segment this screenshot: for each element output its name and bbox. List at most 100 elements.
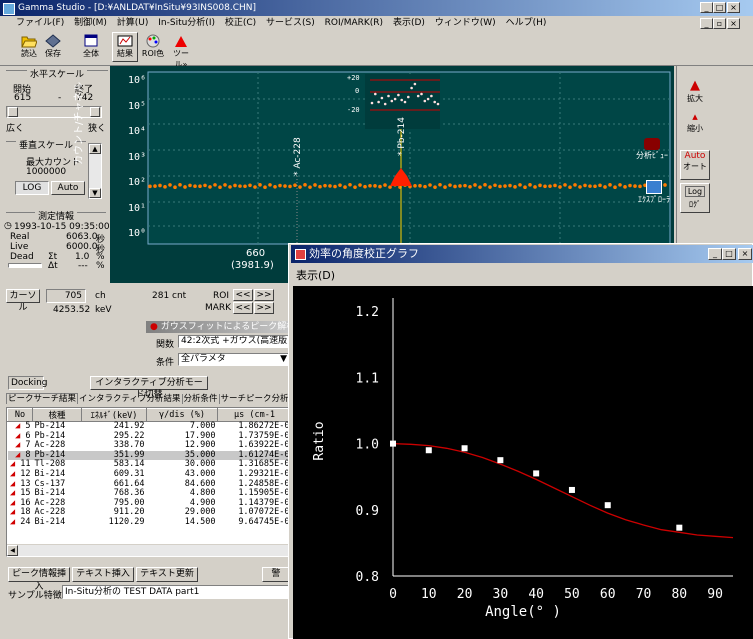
menu-bar: ファイル(F) 制御(M) 計算(U) In-Situ分析(I) 校正(C) サ… bbox=[0, 16, 753, 30]
graph-title-bar: 効率の角度校正グラフ bbox=[291, 245, 753, 263]
table-row[interactable]: ◢ 5 Pb-214 241.92 7.000 1.86272E-0 bbox=[8, 421, 291, 432]
col-nuclide[interactable]: 核種 bbox=[32, 408, 82, 422]
h-wide-label: 広く bbox=[6, 124, 25, 134]
menu-help[interactable]: ヘルプ(H) bbox=[505, 18, 547, 28]
auto-toggle[interactable]: Auto bbox=[51, 181, 85, 195]
table-row[interactable]: ◢ 8 Pb-214 351.99 35.000 1.61274E-0 bbox=[7, 449, 290, 461]
h-scale-slider[interactable] bbox=[6, 106, 102, 118]
row-no: ◢ 15 bbox=[10, 488, 31, 499]
row-energy: 795.00 bbox=[113, 497, 145, 508]
h-range-dash: - bbox=[58, 93, 62, 103]
menu-file[interactable]: ファイル(F) bbox=[16, 18, 65, 28]
explorer-button[interactable]: ｴｸｽﾌﾟﾛｰﾗ bbox=[632, 180, 676, 205]
menu-calibrate[interactable]: 校正(C) bbox=[224, 18, 257, 28]
dead-unit: % bbox=[96, 252, 105, 262]
table-row[interactable]: ◢ 18 Ac-228 911.20 29.000 1.07072E-0 bbox=[8, 507, 291, 518]
main-title-bar: Gamma Studio - [D:¥ANLDAT¥InSitu¥93INS00… bbox=[0, 0, 753, 16]
menu-insitu[interactable]: In-Situ分析(I) bbox=[158, 18, 215, 28]
sample-label: サンプル特徴 bbox=[8, 591, 62, 601]
table-row[interactable]: ◢ 15 Bi-214 768.36 4.800 1.15905E-0 bbox=[8, 488, 291, 499]
docking-button[interactable]: Docking bbox=[8, 376, 48, 390]
minimize-button[interactable]: _ bbox=[700, 2, 713, 13]
menu-window[interactable]: ウィンドウ(W) bbox=[434, 18, 496, 28]
whole-view-button[interactable]: 全体 bbox=[78, 33, 104, 63]
h-end-value: 742 bbox=[76, 93, 94, 103]
menu-roi-mark[interactable]: ROI/MARK(R) bbox=[324, 18, 384, 28]
row-nuclide: Ac-228 bbox=[34, 507, 66, 518]
col-energy[interactable]: ｴﾈﾙｷﾞ(keV) bbox=[81, 408, 147, 422]
row-no: ◢ 16 bbox=[10, 497, 31, 508]
graph-menu-view[interactable]: 表示(D) bbox=[296, 269, 336, 282]
roi-next-button[interactable]: >> bbox=[254, 289, 274, 301]
col-mu[interactable]: μs (cm-1 bbox=[217, 408, 290, 422]
menu-service[interactable]: サービス(S) bbox=[266, 18, 315, 28]
app-icon[interactable] bbox=[3, 3, 15, 15]
zoom-in-button[interactable]: ▲ 拡大 bbox=[678, 78, 712, 104]
table-row[interactable]: ◢ 13 Cs-137 661.64 84.600 1.24858E-0 bbox=[8, 478, 291, 490]
zoom-out-button[interactable]: ▴ 縮小 bbox=[678, 110, 712, 134]
row-mu: 1.61274E-0 bbox=[238, 449, 290, 460]
table-row[interactable]: ◢ 11 Tl-208 583.14 30.000 1.31685E-0 bbox=[8, 459, 291, 470]
maximize-button[interactable]: □ bbox=[713, 2, 726, 13]
tab-interactive[interactable]: インタラクティブ分析結果 bbox=[78, 394, 183, 404]
live-value: 6000.0 bbox=[66, 242, 98, 252]
col-no[interactable]: No bbox=[7, 408, 33, 422]
row-energy: 583.14 bbox=[113, 459, 145, 470]
warning-button[interactable]: 警 bbox=[262, 567, 290, 582]
mode-switch-button[interactable]: インタラクティブ分析モード切替 bbox=[90, 376, 208, 400]
update-text-button[interactable]: テキスト更新 bbox=[136, 567, 198, 582]
table-row[interactable]: ◢ 7 Ac-228 338.70 12.900 1.63922E-0 bbox=[8, 440, 291, 451]
insert-text-button[interactable]: テキスト挿入 bbox=[72, 567, 134, 582]
mark-next-button[interactable]: >> bbox=[254, 302, 274, 314]
tools-button[interactable]: ツール» bbox=[168, 33, 194, 69]
row-no: ◢ 12 bbox=[10, 468, 31, 479]
spectrum-chart[interactable] bbox=[110, 66, 674, 283]
graph-close-button[interactable]: × bbox=[738, 248, 752, 260]
log-toggle[interactable]: LOG bbox=[15, 181, 49, 195]
insert-peak-info-button[interactable]: ピーク情報挿入 bbox=[8, 567, 70, 592]
ratio-chart[interactable]: 0 10 20 30 40 50 60 70 80 90 1.2 1.1 1.0 0.9 0.8 Angle… bbox=[293, 286, 753, 639]
table-row[interactable]: ◢ 12 Bi-214 609.31 43.000 1.29321E-0 bbox=[8, 468, 291, 480]
child-close-button[interactable]: × bbox=[727, 18, 740, 29]
graph-minimize-button[interactable]: _ bbox=[708, 248, 722, 260]
real-unit: 秒 bbox=[96, 235, 106, 245]
graph-maximize-button[interactable]: □ bbox=[722, 248, 736, 260]
child-minimize-button[interactable]: _ bbox=[700, 18, 713, 29]
x-tick-label: 30 bbox=[493, 587, 509, 602]
log-button[interactable]: Log ﾛｸﾞ bbox=[680, 183, 710, 213]
load-button[interactable]: 読込 bbox=[16, 33, 42, 63]
analysis-view-button[interactable]: 分析ﾋﾞｭｰ bbox=[630, 138, 674, 161]
cursor-button[interactable]: カーソル bbox=[6, 289, 40, 313]
v-scale-scrollbar[interactable]: ▲ ▼ bbox=[88, 143, 102, 199]
func-field[interactable]: 42:2次式 +ガウス(高速版) bbox=[178, 335, 290, 348]
menu-calc[interactable]: 計算(U) bbox=[116, 18, 149, 28]
cond-select[interactable]: 全パラメタ ▼ bbox=[178, 353, 290, 366]
table-hscrollbar[interactable]: ◀ bbox=[7, 544, 290, 556]
child-maximize-button[interactable]: ▫ bbox=[713, 18, 726, 29]
table-row[interactable]: ◢ 16 Ac-228 795.00 4.900 1.14379E-0 bbox=[8, 497, 291, 509]
menu-control[interactable]: 制御(M) bbox=[74, 18, 107, 28]
tab-peak-search[interactable]: ピークサーチ結果 bbox=[6, 393, 79, 404]
auto-button[interactable]: Auto オート bbox=[680, 150, 710, 180]
tab-conditions[interactable]: 分析条件 bbox=[182, 394, 220, 404]
row-nuclide: Tl-208 bbox=[34, 459, 66, 470]
tab-search-peak[interactable]: サーチピーク分析結果 bbox=[220, 394, 291, 404]
spectrum-yticks: 10⁶ 10⁵ 10⁴ 10³ 10² 10¹ 10⁰ bbox=[128, 75, 147, 239]
table-row[interactable]: ◢ 6 Pb-214 295.22 17.900 1.73759E-0 bbox=[8, 431, 291, 442]
table-row[interactable]: ◢ 24 Bi-214 1120.29 14.500 9.64745E-0 bbox=[8, 516, 291, 528]
x-tick-label: 70 bbox=[636, 587, 652, 602]
menu-view[interactable]: 表示(D) bbox=[392, 18, 425, 28]
sample-field[interactable]: In-Situ分析の TEST DATA part1 bbox=[62, 585, 290, 599]
result-button[interactable]: 結果 bbox=[112, 32, 138, 62]
cursor-channel-field[interactable]: 705 bbox=[46, 289, 86, 303]
col-gamma[interactable]: γ/dis (%) bbox=[146, 408, 218, 422]
mark-prev-button[interactable]: << bbox=[233, 302, 253, 314]
roi-color-button[interactable]: ROI色 bbox=[140, 33, 166, 63]
row-energy: 1120.29 bbox=[108, 516, 145, 527]
close-button[interactable]: × bbox=[727, 2, 740, 13]
roi-prev-button[interactable]: << bbox=[233, 289, 253, 301]
save-button[interactable]: 保存 bbox=[40, 33, 66, 63]
max-count-value: 1000000 bbox=[26, 167, 67, 177]
row-no: ◢ 13 bbox=[10, 478, 31, 489]
